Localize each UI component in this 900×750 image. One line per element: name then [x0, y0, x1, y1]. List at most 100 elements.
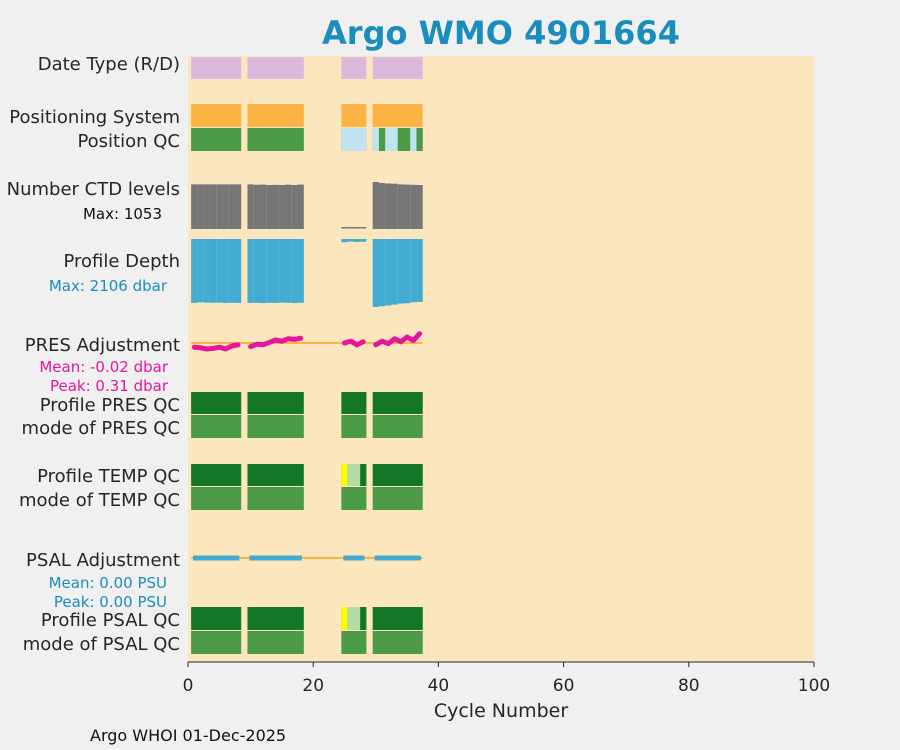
profile-temp-qc-bar-0 [191, 464, 242, 486]
x-tick-label-3: 60 [553, 676, 575, 696]
profile-depth-bar-25 [397, 239, 404, 304]
depth-max-label: Max: 2106 dbar [49, 277, 168, 295]
profile-depth-bar-23 [385, 239, 392, 306]
profile-depth-bar-27 [410, 239, 417, 303]
profile-depth-bar-26 [403, 239, 411, 304]
profile-depth-bar-3 [209, 239, 217, 303]
ctd-level-bar-9 [253, 184, 260, 229]
profile-depth-bar-22 [378, 239, 386, 307]
x-axis-ticks: 0 20 40 60 80 100 [183, 662, 830, 696]
pres-peak-label: Peak: 0.31 dbar [50, 377, 169, 395]
ctd-level-bar-27 [410, 184, 417, 229]
x-tick-label-1: 20 [302, 676, 324, 696]
profile-depth-bar-1 [197, 239, 204, 303]
ctd-level-bar-20 [360, 227, 367, 229]
ctd-level-bar-22 [378, 183, 386, 229]
psal-qc-flag-1 [347, 607, 361, 630]
mode-pres-qc-bar-2 [341, 415, 367, 438]
psal-mean-label: Mean: 0.00 PSU [49, 574, 167, 592]
ctd-level-bar-8 [247, 184, 254, 229]
ctd-level-bar-28 [416, 185, 423, 229]
ctd-level-bar-24 [391, 183, 398, 229]
ctd-level-bar-2 [203, 184, 210, 229]
row-label-profile-pres-qc: Profile PRES QC [40, 395, 180, 416]
profile-depth-bar-10 [259, 239, 267, 304]
ctd-level-bar-1 [197, 184, 204, 229]
profile-depth-bar-9 [253, 239, 260, 303]
ctd-level-bar-0 [191, 184, 198, 229]
date-type-bar-2 [341, 57, 367, 79]
ctd-max-label: Max: 1053 [83, 205, 162, 223]
mode-temp-qc-bar-2 [341, 487, 367, 510]
ctd-level-bar-12 [272, 184, 279, 229]
position-qc-light-2 [385, 128, 398, 151]
ctd-level-bar-21 [372, 182, 379, 229]
psal-peak-label: Peak: 0.00 PSU [54, 593, 167, 611]
ctd-level-bar-10 [259, 184, 267, 229]
positioning-bar-0 [191, 104, 242, 127]
row-label-mode-pres-qc: mode of PRES QC [22, 418, 180, 439]
profile-depth-bar-12 [272, 239, 279, 303]
mode-temp-qc-bar-1 [247, 487, 304, 510]
mode-psal-qc-bar-2 [341, 631, 367, 654]
profile-depth-bar-19 [353, 239, 361, 242]
profile-depth-bar-14 [285, 239, 292, 303]
x-axis-label: Cycle Number [434, 700, 568, 722]
profile-psal-qc-bar-0 [191, 607, 242, 630]
chart-marks [191, 57, 423, 654]
mode-psal-qc-bar-0 [191, 631, 242, 654]
positioning-bar-2 [341, 104, 367, 127]
temp-qc-flag-1 [347, 464, 361, 486]
profile-pres-qc-bar-3 [372, 392, 423, 414]
profile-depth-bar-7 [234, 239, 242, 303]
row-label-position-qc: Position QC [77, 131, 180, 152]
position-qc-light-3 [410, 128, 417, 151]
profile-depth-bar-17 [341, 239, 348, 243]
x-tick-label-4: 80 [678, 676, 700, 696]
date-type-bar-1 [247, 57, 304, 79]
profile-depth-bar-8 [247, 239, 254, 303]
ctd-level-bar-16 [297, 184, 304, 229]
profile-depth-bar-15 [291, 239, 298, 304]
row-label-ctd-levels: Number CTD levels [7, 179, 180, 200]
positioning-bar-1 [247, 104, 304, 127]
x-tick-label-5: 100 [798, 676, 830, 696]
ctd-level-bar-13 [278, 185, 286, 229]
mode-pres-qc-bar-1 [247, 415, 304, 438]
mode-pres-qc-bar-0 [191, 415, 242, 438]
ctd-level-bar-19 [353, 227, 361, 229]
position-qc-light-1 [372, 128, 379, 151]
profile-depth-bar-6 [228, 239, 235, 303]
profile-psal-qc-bar-3 [372, 607, 423, 630]
psal-qc-flag-0 [341, 607, 348, 630]
row-label-pres-adjustment: PRES Adjustment [25, 335, 180, 356]
row-label-positioning-system: Positioning System [9, 107, 180, 128]
row-label-profile-depth: Profile Depth [63, 251, 180, 272]
positioning-bar-3 [372, 104, 423, 127]
date-type-bar-0 [191, 57, 242, 79]
date-type-bar-3 [372, 57, 423, 79]
profile-psal-qc-bar-1 [247, 607, 304, 630]
row-label-profile-psal-qc: Profile PSAL QC [41, 610, 180, 631]
ctd-level-bar-7 [234, 184, 242, 229]
profile-depth-bar-21 [372, 239, 379, 307]
row-label-date-type: Date Type (R/D) [38, 54, 180, 75]
profile-pres-qc-bar-1 [247, 392, 304, 414]
profile-depth-bar-11 [266, 239, 273, 303]
profile-depth-bar-18 [347, 239, 354, 242]
profile-temp-qc-bar-3 [372, 464, 423, 486]
ctd-level-bar-4 [216, 184, 223, 229]
pres-adjustment-line-3 [373, 331, 423, 348]
profile-pres-qc-bar-0 [191, 392, 242, 414]
profile-temp-qc-bar-1 [247, 464, 304, 486]
ctd-level-bar-3 [209, 184, 217, 229]
mode-temp-qc-bar-0 [191, 487, 242, 510]
x-tick-label-0: 0 [183, 676, 194, 696]
ctd-level-bar-6 [228, 184, 235, 229]
ctd-level-bar-14 [285, 184, 292, 229]
position-qc-light-0 [341, 128, 367, 151]
pres-adjustment-line-2 [342, 338, 366, 348]
ctd-level-bar-18 [347, 227, 354, 229]
temp-qc-flag-0 [341, 464, 348, 486]
